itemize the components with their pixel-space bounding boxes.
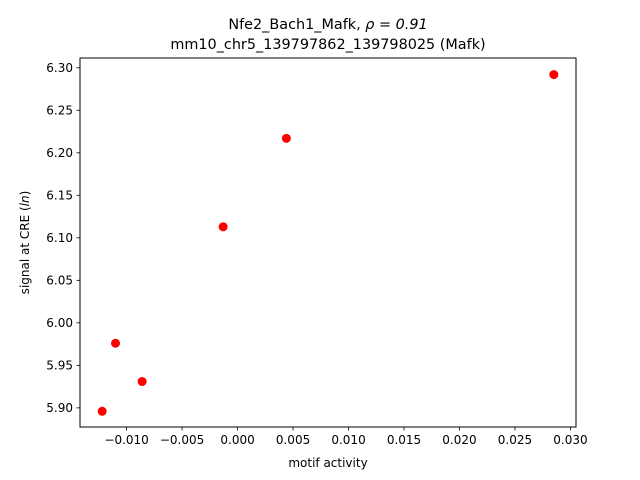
chart-title-line2: mm10_chr5_139797862_139798025 (Mafk)	[170, 37, 485, 53]
data-points	[97, 70, 559, 416]
y-axis-label-prefix: signal at CRE (	[18, 206, 32, 294]
y-axis-label-suffix: )	[18, 191, 32, 196]
x-tick-label: 0.010	[331, 433, 365, 447]
x-axis-label: motif activity	[288, 456, 367, 470]
x-tick-label: 0.020	[442, 433, 476, 447]
chart-title-rho: ρ = 0.91	[365, 17, 427, 33]
y-axis-label: signal at CRE (ln)	[18, 191, 32, 295]
x-tick-label: −0.005	[160, 433, 204, 447]
data-point	[549, 70, 559, 80]
y-tick-label: 5.90	[46, 401, 73, 415]
data-point	[281, 133, 291, 143]
chart-title-main: Nfe2_Bach1_Mafk,	[228, 17, 365, 33]
y-tick-label: 6.15	[46, 189, 73, 203]
x-tick-label: 0.015	[387, 433, 421, 447]
chart-title-line1: Nfe2_Bach1_Mafk, ρ = 0.91	[228, 17, 427, 33]
y-axis-label-italic: ln	[18, 195, 32, 206]
y-tick-label: 6.00	[46, 316, 73, 330]
x-tick-label: 0.025	[498, 433, 532, 447]
axes	[79, 57, 577, 428]
y-tick-label: 6.20	[46, 146, 73, 160]
x-tick-label: 0.005	[276, 433, 310, 447]
data-point	[218, 222, 228, 232]
x-tick-label: 0.030	[553, 433, 587, 447]
y-tick-label: 6.05	[46, 274, 73, 288]
x-tick-label: 0.000	[220, 433, 254, 447]
y-tick-label: 6.30	[46, 61, 73, 75]
y-tick-label: 5.95	[46, 359, 73, 373]
data-point	[97, 406, 107, 416]
x-tick-label: −0.010	[104, 433, 148, 447]
chart-title: Nfe2_Bach1_Mafk, ρ = 0.91 mm10_chr5_1397…	[170, 17, 485, 53]
y-tick-label: 6.10	[46, 231, 73, 245]
data-point	[111, 338, 121, 348]
y-axis-ticks: 5.90 5.95 6.00 6.05 6.10 6.15 6.20 6.25 6.30	[46, 61, 80, 415]
axes-frame	[79, 57, 577, 428]
y-tick-label: 6.25	[46, 104, 73, 118]
x-axis-ticks: −0.010 −0.005 0.000 0.005 0.010 0.015 0.020 0.0…	[104, 427, 588, 447]
data-point	[137, 377, 147, 387]
